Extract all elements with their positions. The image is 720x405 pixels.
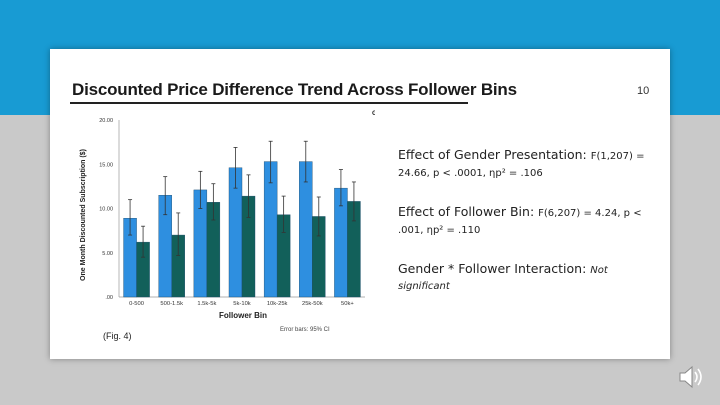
bin-effect-values: .001, ηp² = .110 — [398, 225, 481, 236]
x-tick-label: 10k-25k — [267, 301, 288, 307]
legend: GenderFM — [372, 110, 375, 117]
title-underline — [70, 102, 468, 104]
bar-chart: One Month Discounted Subscription ($) 20… — [80, 110, 375, 333]
y-tick-label: 5.00 — [102, 251, 113, 257]
gender-effect-values: 24.66, p < .0001, ηp² = .106 — [398, 168, 543, 179]
x-axis-label: Follower Bin — [219, 311, 267, 320]
gender-effect-tail: F(1,207) = — [590, 151, 645, 162]
slide-card: Discounted Price Difference Trend Across… — [50, 49, 670, 359]
bin-effect: Effect of Follower Bin: F(6,207) = 4.24,… — [398, 203, 663, 240]
x-tick-label: 0-500 — [129, 301, 144, 307]
bin-effect-tail: F(6,207) = 4.24, p < — [538, 208, 642, 219]
x-tick-label: 50k+ — [341, 301, 354, 307]
x-tick-label: 25k-50k — [302, 301, 323, 307]
y-tick-label: 15.00 — [99, 162, 113, 168]
slide-title: Discounted Price Difference Trend Across… — [72, 80, 517, 99]
y-tick-label: 20.00 — [99, 118, 113, 124]
slide-number: 10 — [637, 85, 650, 97]
interaction-effect-tail: Not — [590, 265, 608, 276]
x-tick-label: 5k-10k — [233, 301, 251, 307]
interaction-effect: Gender * Follower Interaction: Not signi… — [398, 260, 663, 295]
speaker-icon[interactable] — [676, 362, 706, 392]
y-tick-label: 10.00 — [99, 207, 113, 213]
y-tick-label: .00 — [105, 295, 113, 301]
x-tick-label: 1.5k-5k — [197, 301, 216, 307]
interaction-effect-lead: Gender * Follower Interaction: — [398, 261, 591, 276]
statistics-panel: Effect of Gender Presentation: F(1,207) … — [398, 146, 663, 315]
interaction-effect-values: significant — [398, 281, 450, 292]
x-tick-label: 500-1.5k — [160, 301, 183, 307]
gender-effect: Effect of Gender Presentation: F(1,207) … — [398, 146, 663, 183]
y-axis-label: One Month Discounted Subscription ($) — [80, 149, 87, 281]
figure-label: (Fig. 4) — [103, 331, 132, 341]
error-bar-note: Error bars: 95% CI — [280, 327, 330, 333]
bin-effect-lead: Effect of Follower Bin: — [398, 204, 539, 219]
legend-title: Gender — [372, 110, 375, 117]
gender-effect-lead: Effect of Gender Presentation: — [398, 147, 591, 162]
